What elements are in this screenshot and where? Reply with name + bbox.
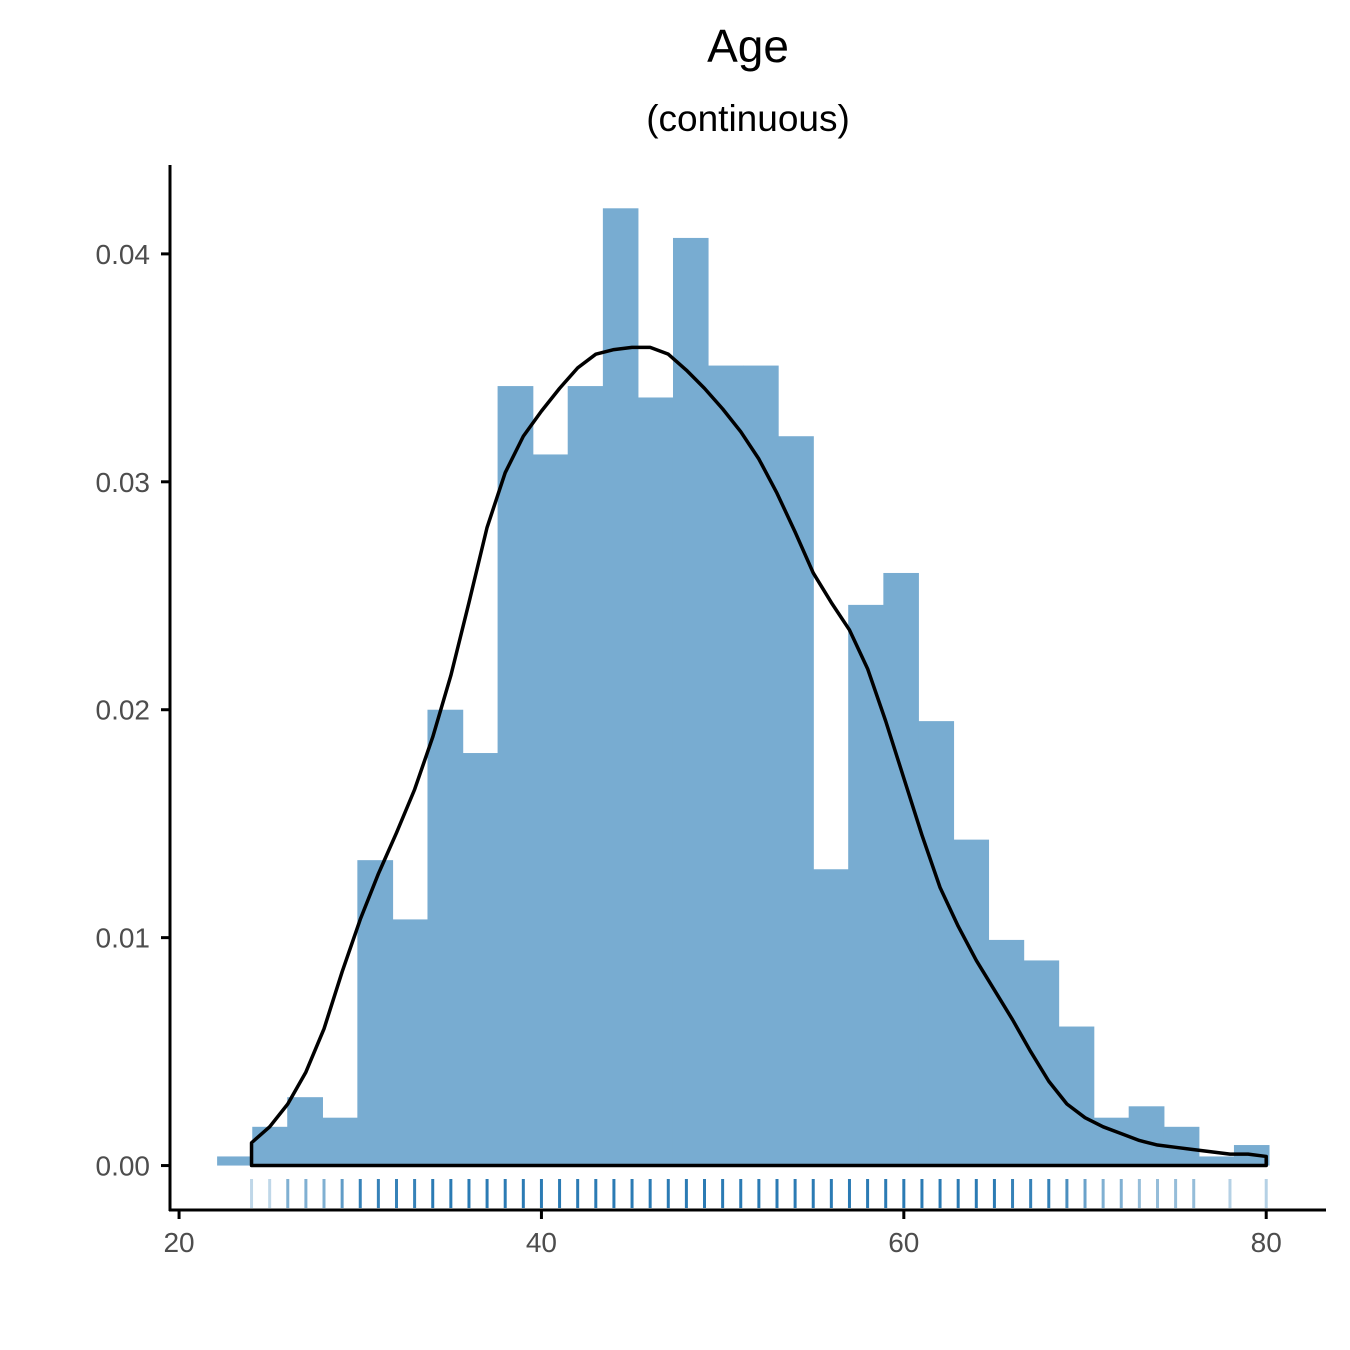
y-tick-label: 0.02 xyxy=(96,695,151,726)
y-tick-label: 0.01 xyxy=(96,923,151,954)
histogram-bar xyxy=(813,869,849,1166)
histogram-bar xyxy=(953,839,990,1166)
histogram-bar xyxy=(602,208,639,1166)
y-axis-ticks: 0.00 0.01 0.02 0.03 0.04 xyxy=(96,239,170,1182)
histogram-bar xyxy=(778,436,814,1166)
histogram-bar xyxy=(743,365,779,1166)
histogram-bar xyxy=(322,1117,358,1166)
rug-marks xyxy=(250,1179,1268,1208)
histogram-bar xyxy=(217,1156,253,1166)
x-tick-label: 40 xyxy=(526,1227,557,1258)
histogram-bar xyxy=(252,1126,288,1166)
chart-title: Age xyxy=(707,20,789,72)
histogram-bar xyxy=(287,1097,323,1166)
histogram-bar xyxy=(357,860,394,1166)
y-tick-label: 0.04 xyxy=(96,239,151,270)
x-tick-label: 60 xyxy=(888,1227,919,1258)
histogram-bar xyxy=(532,454,569,1166)
y-tick-label: 0.00 xyxy=(96,1151,151,1182)
histogram-bar xyxy=(497,386,534,1166)
histogram-bar xyxy=(637,397,674,1166)
y-tick-label: 0.03 xyxy=(96,467,151,498)
histogram-bar xyxy=(707,365,744,1166)
histogram-bar xyxy=(392,919,429,1166)
density-curve-group xyxy=(249,345,1268,1168)
histogram-bar xyxy=(672,237,709,1166)
histogram-bars xyxy=(217,208,1270,1166)
histogram-bar xyxy=(462,753,499,1166)
histogram-bar xyxy=(1058,1026,1095,1166)
axes xyxy=(168,165,1326,1212)
histogram-bar xyxy=(1128,1106,1165,1166)
histogram-bar xyxy=(988,939,1025,1166)
x-axis-ticks: 20 40 60 80 xyxy=(163,1210,1282,1258)
histogram-bar xyxy=(1198,1156,1235,1166)
density-curve xyxy=(249,345,1268,1168)
histogram-bar xyxy=(1023,960,1060,1166)
x-tick-label: 80 xyxy=(1251,1227,1282,1258)
histogram-bar xyxy=(848,604,884,1166)
histogram-bar xyxy=(883,572,919,1166)
x-tick-label: 20 xyxy=(163,1227,194,1258)
histogram-bar xyxy=(427,709,464,1166)
histogram-bar xyxy=(918,721,955,1166)
chart-subtitle: (continuous) xyxy=(646,98,850,139)
histogram-bar xyxy=(567,386,604,1166)
